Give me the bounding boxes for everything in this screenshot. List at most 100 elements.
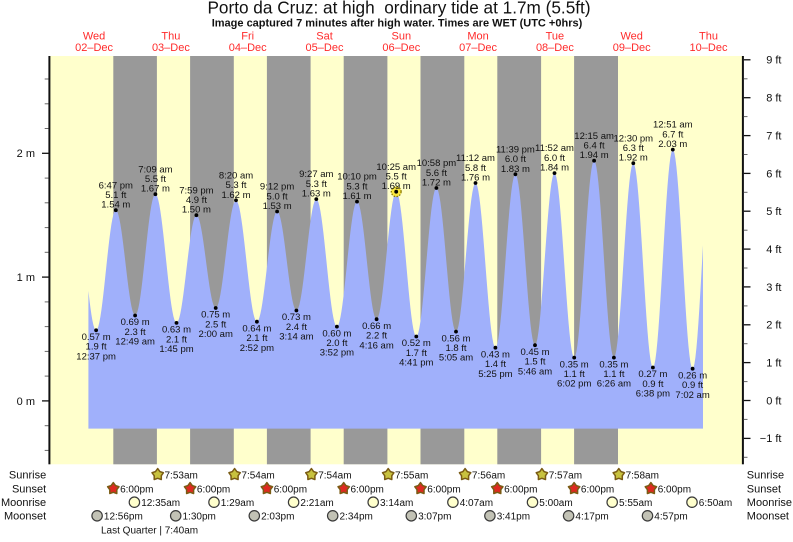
svg-text:2:21am: 2:21am <box>300 498 333 509</box>
svg-text:0.69 m: 0.69 m <box>121 317 150 328</box>
svg-text:04–Dec: 04–Dec <box>229 42 267 54</box>
svg-text:Sat: Sat <box>316 30 333 42</box>
svg-text:8 ft: 8 ft <box>766 93 781 105</box>
svg-text:5:25 pm: 5:25 pm <box>478 369 512 380</box>
svg-text:4:17pm: 4:17pm <box>575 512 608 523</box>
svg-text:1 m: 1 m <box>17 272 35 284</box>
svg-text:1.69 m: 1.69 m <box>382 181 411 192</box>
svg-text:1.67 m: 1.67 m <box>141 184 170 195</box>
svg-text:6.7 ft: 6.7 ft <box>662 129 683 140</box>
svg-text:2:34pm: 2:34pm <box>340 512 373 523</box>
svg-text:09–Dec: 09–Dec <box>613 42 651 54</box>
svg-text:4 ft: 4 ft <box>766 244 781 256</box>
svg-text:6:38 pm: 6:38 pm <box>636 389 670 400</box>
svg-text:0.75 m: 0.75 m <box>201 310 230 321</box>
svg-text:0.56 m: 0.56 m <box>441 333 470 344</box>
svg-text:7:59 pm: 7:59 pm <box>179 185 213 196</box>
svg-text:7:54am: 7:54am <box>241 470 274 481</box>
svg-text:Sunrise: Sunrise <box>747 469 784 481</box>
svg-text:3:14 am: 3:14 am <box>279 332 313 343</box>
svg-text:12:35am: 12:35am <box>141 498 180 509</box>
svg-text:0.45 m: 0.45 m <box>520 347 549 358</box>
svg-text:1.72 m: 1.72 m <box>422 178 451 189</box>
svg-text:7:55am: 7:55am <box>395 470 428 481</box>
svg-text:12:37 pm: 12:37 pm <box>76 351 116 362</box>
svg-text:1.54 m: 1.54 m <box>101 200 130 211</box>
svg-text:07–Dec: 07–Dec <box>459 42 497 54</box>
svg-text:6.0 ft: 6.0 ft <box>544 153 565 164</box>
svg-text:Moonrise: Moonrise <box>747 497 792 509</box>
svg-text:5:05 am: 5:05 am <box>439 353 473 364</box>
svg-text:5:55am: 5:55am <box>619 498 652 509</box>
svg-text:7:09 am: 7:09 am <box>138 164 172 175</box>
svg-text:10:58 pm: 10:58 pm <box>417 158 457 169</box>
svg-text:Thu: Thu <box>699 30 718 42</box>
svg-text:1.94 m: 1.94 m <box>580 150 609 161</box>
svg-text:3:14am: 3:14am <box>380 498 413 509</box>
svg-text:Wed: Wed <box>83 30 105 42</box>
svg-text:0 ft: 0 ft <box>766 395 781 407</box>
svg-text:0.73 m: 0.73 m <box>282 312 311 323</box>
svg-text:1.83 m: 1.83 m <box>501 164 530 175</box>
svg-text:9 ft: 9 ft <box>766 55 781 67</box>
svg-text:5.1 ft: 5.1 ft <box>105 190 126 201</box>
svg-text:6 ft: 6 ft <box>766 168 781 180</box>
svg-text:1.1 ft: 1.1 ft <box>603 369 624 380</box>
svg-text:0.66 m: 0.66 m <box>362 321 391 332</box>
svg-text:0.9 ft: 0.9 ft <box>642 379 663 390</box>
svg-text:5 ft: 5 ft <box>766 206 781 218</box>
svg-text:5.8 ft: 5.8 ft <box>465 163 486 174</box>
svg-text:12:51 am: 12:51 am <box>653 120 693 131</box>
svg-text:6:00pm: 6:00pm <box>120 484 153 495</box>
svg-text:2.1 ft: 2.1 ft <box>166 334 187 345</box>
svg-text:10–Dec: 10–Dec <box>690 42 728 54</box>
svg-text:7:58am: 7:58am <box>626 470 659 481</box>
svg-text:2.1 ft: 2.1 ft <box>246 333 267 344</box>
svg-text:6:00pm: 6:00pm <box>197 484 230 495</box>
svg-text:Fri: Fri <box>241 30 254 42</box>
svg-text:7:56am: 7:56am <box>472 470 505 481</box>
svg-text:6.3 ft: 6.3 ft <box>623 143 644 154</box>
svg-text:6:00pm: 6:00pm <box>658 484 691 495</box>
svg-text:1.1 ft: 1.1 ft <box>564 369 585 380</box>
svg-text:5.3 ft: 5.3 ft <box>225 180 246 191</box>
svg-text:1.4 ft: 1.4 ft <box>485 359 506 370</box>
svg-text:0.35 m: 0.35 m <box>599 359 628 370</box>
svg-text:1.61 m: 1.61 m <box>342 191 371 202</box>
svg-text:Image captured 7 minutes after: Image captured 7 minutes after high wate… <box>212 18 583 30</box>
svg-text:05–Dec: 05–Dec <box>306 42 344 54</box>
svg-text:5.5 ft: 5.5 ft <box>386 172 407 183</box>
svg-text:Moonset: Moonset <box>747 511 789 523</box>
svg-text:0.35 m: 0.35 m <box>560 359 589 370</box>
svg-text:7:02 am: 7:02 am <box>675 390 709 401</box>
svg-text:1.7 ft: 1.7 ft <box>406 348 427 359</box>
svg-text:6:00pm: 6:00pm <box>427 484 460 495</box>
svg-text:7:54am: 7:54am <box>318 470 351 481</box>
svg-text:5.3 ft: 5.3 ft <box>306 179 327 190</box>
svg-text:11:52 am: 11:52 am <box>535 143 574 154</box>
svg-text:0.26 m: 0.26 m <box>678 370 707 381</box>
svg-text:03–Dec: 03–Dec <box>152 42 190 54</box>
svg-text:Wed: Wed <box>620 30 642 42</box>
svg-text:Mon: Mon <box>467 30 488 42</box>
svg-text:0.63 m: 0.63 m <box>162 325 191 336</box>
svg-text:Moonset: Moonset <box>4 511 46 523</box>
svg-text:12:30 pm: 12:30 pm <box>613 133 653 144</box>
svg-text:4:57pm: 4:57pm <box>654 512 687 523</box>
svg-text:6:02 pm: 6:02 pm <box>557 379 591 390</box>
svg-text:4:16 am: 4:16 am <box>359 340 393 351</box>
svg-text:1.63 m: 1.63 m <box>302 189 331 200</box>
svg-text:4:41 pm: 4:41 pm <box>399 358 433 369</box>
svg-text:9:27 am: 9:27 am <box>299 169 333 180</box>
svg-text:7:57am: 7:57am <box>549 470 582 481</box>
svg-text:1.92 m: 1.92 m <box>619 153 648 164</box>
svg-text:7 ft: 7 ft <box>766 131 781 143</box>
svg-text:1:29am: 1:29am <box>221 498 254 509</box>
svg-text:10:25 am: 10:25 am <box>376 162 416 173</box>
svg-text:0.43 m: 0.43 m <box>481 349 510 360</box>
svg-text:11:39 pm: 11:39 pm <box>496 144 535 155</box>
svg-text:2 m: 2 m <box>17 148 35 160</box>
svg-text:02–Dec: 02–Dec <box>75 42 113 54</box>
svg-text:5.0 ft: 5.0 ft <box>267 191 288 202</box>
svg-text:Tue: Tue <box>546 30 565 42</box>
